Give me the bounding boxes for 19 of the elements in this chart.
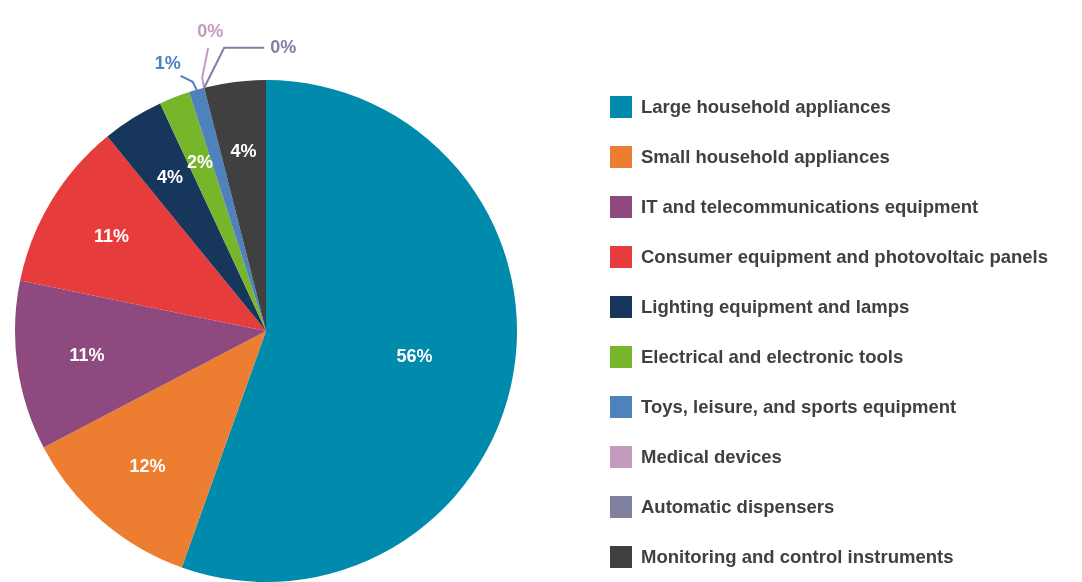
- data-label: 11%: [93, 226, 129, 247]
- data-label: 4%: [157, 166, 184, 187]
- legend-label: Toys, leisure, and sports equipment: [641, 396, 957, 418]
- data-label: 12%: [129, 456, 166, 477]
- data-label: 4%: [230, 140, 257, 161]
- data-label: 11%: [69, 345, 105, 366]
- legend-label: Electrical and electronic tools: [641, 346, 904, 368]
- text: 0%: [270, 36, 297, 57]
- legend-label: Monitoring and control instruments: [641, 546, 954, 568]
- legend-label: Automatic dispensers: [641, 496, 835, 518]
- legend-label: Large household appliances: [641, 96, 891, 118]
- legend-label: Medical devices: [641, 446, 782, 468]
- data-label: 56%: [396, 345, 433, 366]
- legend-label: Small household appliances: [641, 146, 890, 168]
- legend-label: Lighting equipment and lamps: [641, 296, 910, 318]
- legend-label: Consumer equipment and photovoltaic panels: [641, 246, 1049, 268]
- data-label: 1%: [154, 52, 181, 73]
- text: 0%: [197, 20, 224, 41]
- legend-label: IT and telecommunications equipment: [641, 196, 979, 218]
